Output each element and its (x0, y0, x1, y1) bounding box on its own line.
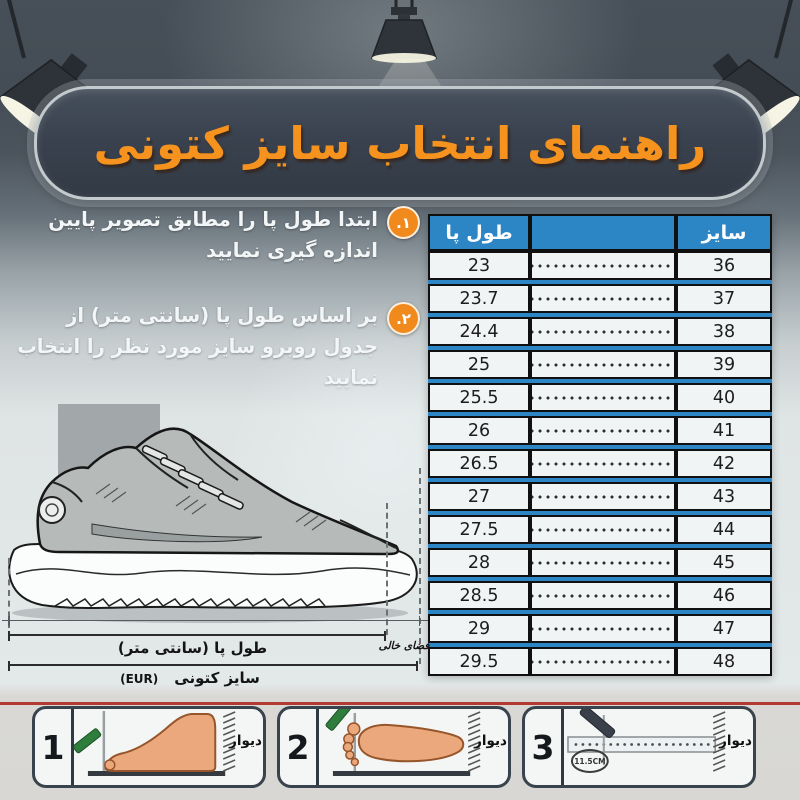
size-value: 44 (676, 515, 772, 544)
shoe-size-label-row: سایز کتونی (EUR) (40, 669, 340, 687)
foot-length-value: 23.7 (428, 284, 530, 313)
dotted-leader (530, 548, 676, 577)
foot-length-value: 28.5 (428, 581, 530, 610)
dotted-leader (530, 383, 676, 412)
panel-1-number: 1 (35, 709, 74, 785)
dotted-leader (530, 416, 676, 445)
wall-label: دیوار (719, 733, 752, 749)
foot-length-value: 27 (428, 482, 530, 511)
table-row: 36 23 (428, 251, 772, 280)
side-foot-diagram (74, 711, 236, 776)
table-row: 37 23.7 (428, 284, 772, 313)
panel-1-illustration: دیوار (74, 709, 263, 785)
panel-2-illustration: دیوار (319, 709, 508, 785)
foot-length-value: 28 (428, 548, 530, 577)
dotted-leader (530, 515, 676, 544)
dotted-leader (530, 284, 676, 313)
measure-panel-3: 3 11.5CM (522, 706, 756, 788)
panel-3-illustration: 11.5CM دیوار (564, 709, 753, 785)
size-value: 46 (676, 581, 772, 610)
size-value: 42 (676, 449, 772, 478)
table-row: 40 25.5 (428, 383, 772, 412)
measure-panel-2: 2 دیوار (277, 706, 511, 788)
size-value: 40 (676, 383, 772, 412)
table-header-row: سایز طول پا (428, 214, 772, 251)
ruler-value-text: 11.5CM (574, 757, 605, 766)
empty-space-label: فضای خالی (378, 640, 430, 652)
panel-3-number: 3 (525, 709, 564, 785)
shoe-size-label: سایز کتونی (174, 669, 260, 687)
title-banner: راهنمای انتخاب سایز کتونی (34, 86, 766, 200)
foot-length-value: 29.5 (428, 647, 530, 676)
step-1-number-badge: ۱. (387, 206, 420, 239)
table-row: 38 24.4 (428, 317, 772, 346)
table-row: 48 29.5 (428, 647, 772, 676)
empty-column-header (530, 214, 676, 251)
ceiling-lamp-icon (370, 0, 438, 63)
sneaker-illustration (8, 404, 418, 623)
dotted-leader (530, 317, 676, 346)
foot-length-value: 26 (428, 416, 530, 445)
foot-length-value: 26.5 (428, 449, 530, 478)
foot-length-value: 24.4 (428, 317, 530, 346)
instruction-step-1: ۱. ابتدا طول پا را مطابق تصویر پایین اند… (16, 204, 420, 266)
size-value: 43 (676, 482, 772, 511)
size-value: 41 (676, 416, 772, 445)
dotted-leader (530, 251, 676, 280)
table-row: 42 26.5 (428, 449, 772, 478)
step-1-text: ابتدا طول پا را مطابق تصویر پایین اندازه… (48, 208, 378, 263)
wall-label: دیوار (474, 733, 507, 749)
foot-length-value: 23 (428, 251, 530, 280)
size-value: 48 (676, 647, 772, 676)
measure-dashed-line (419, 468, 421, 664)
measure-panel-1: 1 دیوار (32, 706, 266, 788)
table-row: 39 25 (428, 350, 772, 379)
page-title: راهنمای انتخاب سایز کتونی (93, 116, 707, 170)
dotted-leader (530, 647, 676, 676)
dotted-leader (530, 482, 676, 511)
size-column-header: سایز (676, 214, 772, 251)
size-value: 38 (676, 317, 772, 346)
dotted-leader (530, 581, 676, 610)
dotted-leader (530, 449, 676, 478)
size-value: 39 (676, 350, 772, 379)
shoe-size-measure-line (8, 661, 418, 671)
table-row: 44 27.5 (428, 515, 772, 544)
size-value: 47 (676, 614, 772, 643)
table-body: 36 23 37 23.7 38 24.4 39 25 40 25.5 41 26 42 26… (428, 251, 772, 676)
measure-dashed-line (8, 558, 10, 628)
instruction-step-2: ۲. بر اساس طول پا (سانتی متر) از جدول رو… (16, 300, 420, 394)
top-foot-diagram (325, 709, 481, 776)
table-row: 41 26 (428, 416, 772, 445)
size-value: 37 (676, 284, 772, 313)
baseline-tick-line (2, 616, 428, 626)
dotted-leader (530, 350, 676, 379)
foot-length-value: 29 (428, 614, 530, 643)
shoe-size-unit: (EUR) (120, 672, 159, 686)
foot-length-value: 25 (428, 350, 530, 379)
foot-length-value: 27.5 (428, 515, 530, 544)
foot-length-measure-line (8, 631, 386, 641)
step-2-number-badge: ۲. (387, 302, 420, 335)
ruler-diagram: 11.5CM (567, 709, 726, 773)
wall-label: دیوار (229, 733, 262, 749)
table-row: 46 28.5 (428, 581, 772, 610)
size-value: 36 (676, 251, 772, 280)
table-row: 45 28 (428, 548, 772, 577)
foot-length-value: 25.5 (428, 383, 530, 412)
foot-length-column-header: طول پا (428, 214, 530, 251)
size-value: 45 (676, 548, 772, 577)
table-row: 43 27 (428, 482, 772, 511)
measure-dashed-line (386, 503, 388, 635)
step-2-text: بر اساس طول پا (سانتی متر) از جدول روبرو… (17, 304, 378, 390)
foot-length-label: طول پا (سانتی متر) (117, 639, 268, 657)
table-row: 47 29 (428, 614, 772, 643)
panel-2-number: 2 (280, 709, 319, 785)
dotted-leader (530, 614, 676, 643)
wall-red-line (0, 702, 800, 705)
size-conversion-table: سایز طول پا 36 23 37 23.7 38 24.4 39 25 40 25… (428, 214, 772, 676)
